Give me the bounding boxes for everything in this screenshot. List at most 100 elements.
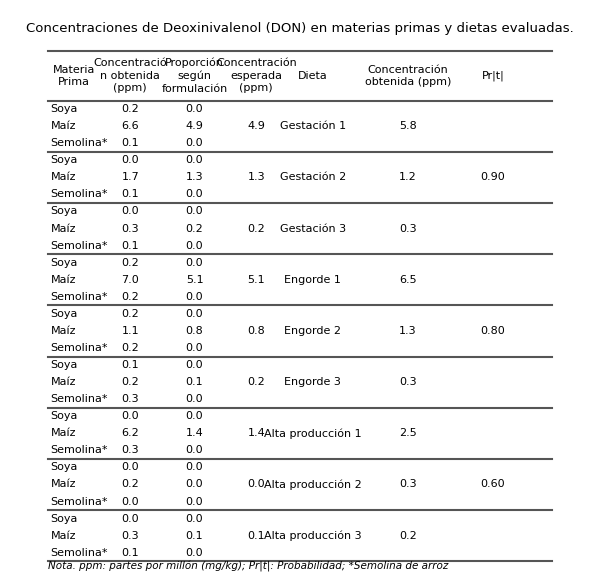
- Text: Soya: Soya: [50, 258, 78, 268]
- Text: Dieta: Dieta: [298, 71, 328, 81]
- Text: 0.2: 0.2: [121, 258, 139, 268]
- Text: 0.0: 0.0: [186, 104, 203, 114]
- Text: Semolina*: Semolina*: [50, 496, 108, 506]
- Text: Semolina*: Semolina*: [50, 445, 108, 455]
- Text: Soya: Soya: [50, 360, 78, 370]
- Text: Gestación 3: Gestación 3: [280, 223, 346, 234]
- Text: Soya: Soya: [50, 513, 78, 524]
- Text: 0.2: 0.2: [121, 292, 139, 302]
- Text: Semolina*: Semolina*: [50, 138, 108, 148]
- Text: 0.2: 0.2: [399, 531, 417, 541]
- Text: 0.80: 0.80: [481, 326, 505, 336]
- Text: Soya: Soya: [50, 206, 78, 216]
- Text: Maíz: Maíz: [50, 223, 76, 234]
- Text: Engorde 2: Engorde 2: [284, 326, 341, 336]
- Text: 1.3: 1.3: [186, 172, 203, 182]
- Text: 0.0: 0.0: [121, 462, 139, 472]
- Text: 4.9: 4.9: [247, 121, 265, 131]
- Text: 0.2: 0.2: [121, 377, 139, 387]
- Text: Maíz: Maíz: [50, 377, 76, 387]
- Text: 0.8: 0.8: [185, 326, 203, 336]
- Text: 0.0: 0.0: [186, 360, 203, 370]
- Text: 1.4: 1.4: [247, 428, 265, 438]
- Text: 7.0: 7.0: [121, 275, 139, 285]
- Text: Gestación 1: Gestación 1: [280, 121, 346, 131]
- Text: 0.3: 0.3: [121, 223, 139, 234]
- Text: Engorde 3: Engorde 3: [284, 377, 341, 387]
- Text: Maíz: Maíz: [50, 172, 76, 182]
- Text: Materia
Prima: Materia Prima: [53, 64, 95, 87]
- Text: 0.0: 0.0: [247, 479, 265, 489]
- Text: 0.0: 0.0: [121, 155, 139, 165]
- Text: 0.0: 0.0: [121, 206, 139, 216]
- Text: Semolina*: Semolina*: [50, 394, 108, 404]
- Text: Maíz: Maíz: [50, 326, 76, 336]
- Text: 0.0: 0.0: [121, 411, 139, 421]
- Text: 0.1: 0.1: [247, 531, 265, 541]
- Text: 1.3: 1.3: [399, 326, 417, 336]
- Text: 0.0: 0.0: [186, 138, 203, 148]
- Text: Concentración
obtenida (ppm): Concentración obtenida (ppm): [365, 64, 451, 87]
- Text: Semolina*: Semolina*: [50, 548, 108, 558]
- Text: 0.2: 0.2: [121, 479, 139, 489]
- Text: 0.0: 0.0: [186, 445, 203, 455]
- Text: 0.0: 0.0: [186, 548, 203, 558]
- Text: Engorde 1: Engorde 1: [284, 275, 341, 285]
- Text: 0.0: 0.0: [186, 241, 203, 251]
- Text: 4.9: 4.9: [185, 121, 203, 131]
- Text: Alta producción 3: Alta producción 3: [264, 530, 362, 541]
- Text: 0.0: 0.0: [186, 189, 203, 199]
- Text: 0.1: 0.1: [186, 531, 203, 541]
- Text: Pr|t|: Pr|t|: [482, 70, 505, 81]
- Text: 0.1: 0.1: [186, 377, 203, 387]
- Text: 0.0: 0.0: [186, 479, 203, 489]
- Text: 6.2: 6.2: [121, 428, 139, 438]
- Text: 0.90: 0.90: [481, 172, 505, 182]
- Text: Nota. ppm: partes por millón (mg/kg); Pr|t|: Probabilidad; *Semolina de arroz: Nota. ppm: partes por millón (mg/kg); Pr…: [48, 561, 448, 572]
- Text: 1.2: 1.2: [399, 172, 417, 182]
- Text: Proporción
según
formulación: Proporción según formulación: [161, 58, 227, 94]
- Text: 0.3: 0.3: [399, 479, 417, 489]
- Text: 0.2: 0.2: [121, 104, 139, 114]
- Text: Maíz: Maíz: [50, 479, 76, 489]
- Text: 1.4: 1.4: [185, 428, 203, 438]
- Text: 0.0: 0.0: [121, 496, 139, 506]
- Text: 0.0: 0.0: [186, 394, 203, 404]
- Text: Maíz: Maíz: [50, 121, 76, 131]
- Text: Alta producción 2: Alta producción 2: [264, 479, 362, 490]
- Text: 0.8: 0.8: [247, 326, 265, 336]
- Text: Soya: Soya: [50, 309, 78, 319]
- Text: 1.3: 1.3: [247, 172, 265, 182]
- Text: Soya: Soya: [50, 104, 78, 114]
- Text: 5.1: 5.1: [247, 275, 265, 285]
- Text: 0.0: 0.0: [186, 496, 203, 506]
- Text: 0.3: 0.3: [121, 531, 139, 541]
- Text: 0.0: 0.0: [186, 513, 203, 524]
- Text: 0.0: 0.0: [186, 258, 203, 268]
- Text: 0.2: 0.2: [121, 343, 139, 353]
- Text: Soya: Soya: [50, 462, 78, 472]
- Text: 0.3: 0.3: [399, 377, 417, 387]
- Text: Maíz: Maíz: [50, 275, 76, 285]
- Text: 0.0: 0.0: [186, 411, 203, 421]
- Text: Soya: Soya: [50, 411, 78, 421]
- Text: 0.2: 0.2: [247, 377, 265, 387]
- Text: Soya: Soya: [50, 155, 78, 165]
- Text: Concentració
n obtenida
(ppm): Concentració n obtenida (ppm): [94, 59, 167, 93]
- Text: 6.5: 6.5: [399, 275, 417, 285]
- Text: Alta producción 1: Alta producción 1: [264, 428, 362, 438]
- Text: 0.0: 0.0: [186, 206, 203, 216]
- Text: 0.1: 0.1: [121, 138, 139, 148]
- Text: 5.1: 5.1: [186, 275, 203, 285]
- Text: 5.8: 5.8: [399, 121, 417, 131]
- Text: Gestación 2: Gestación 2: [280, 172, 346, 182]
- Text: 0.3: 0.3: [121, 445, 139, 455]
- Text: 6.6: 6.6: [121, 121, 139, 131]
- Text: 0.1: 0.1: [121, 241, 139, 251]
- Text: Semolina*: Semolina*: [50, 292, 108, 302]
- Text: 0.0: 0.0: [186, 309, 203, 319]
- Text: Concentración
esperada
(ppm): Concentración esperada (ppm): [216, 59, 296, 93]
- Text: 0.2: 0.2: [121, 309, 139, 319]
- Text: 0.2: 0.2: [247, 223, 265, 234]
- Text: Maíz: Maíz: [50, 428, 76, 438]
